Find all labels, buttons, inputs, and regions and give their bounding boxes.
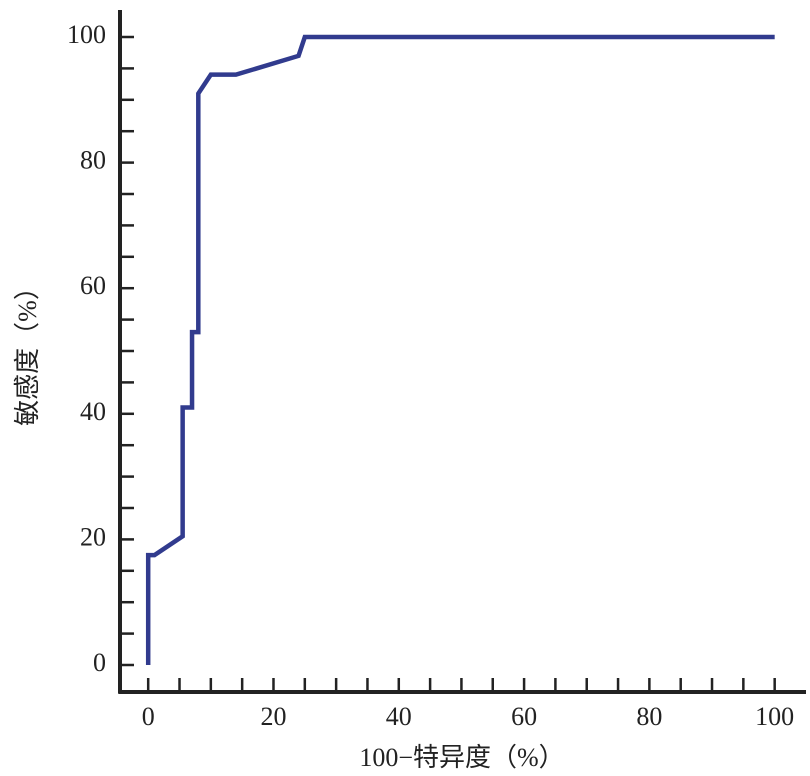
x-tick-label: 60 [511,702,537,731]
x-axis-label: 100−特异度（%） [359,743,564,772]
y-tick-label: 0 [93,648,106,677]
x-tick-label: 100 [755,702,794,731]
x-tick-label: 20 [260,702,286,731]
x-tick-label: 80 [636,702,662,731]
y-tick-label: 40 [80,397,106,426]
y-tick-label: 60 [80,271,106,300]
roc-line [145,34,775,665]
y-tick-label: 100 [67,20,106,49]
x-tick-label: 40 [386,702,412,731]
y-tick-label: 80 [80,146,106,175]
y-tick-label: 20 [80,522,106,551]
x-tick-label: 0 [142,702,155,731]
y-axis-label: 敏感度（%） [13,274,42,426]
